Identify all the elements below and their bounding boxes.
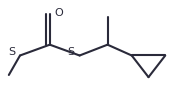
Text: O: O <box>54 8 63 18</box>
Text: S: S <box>68 47 75 57</box>
Text: S: S <box>8 47 15 57</box>
